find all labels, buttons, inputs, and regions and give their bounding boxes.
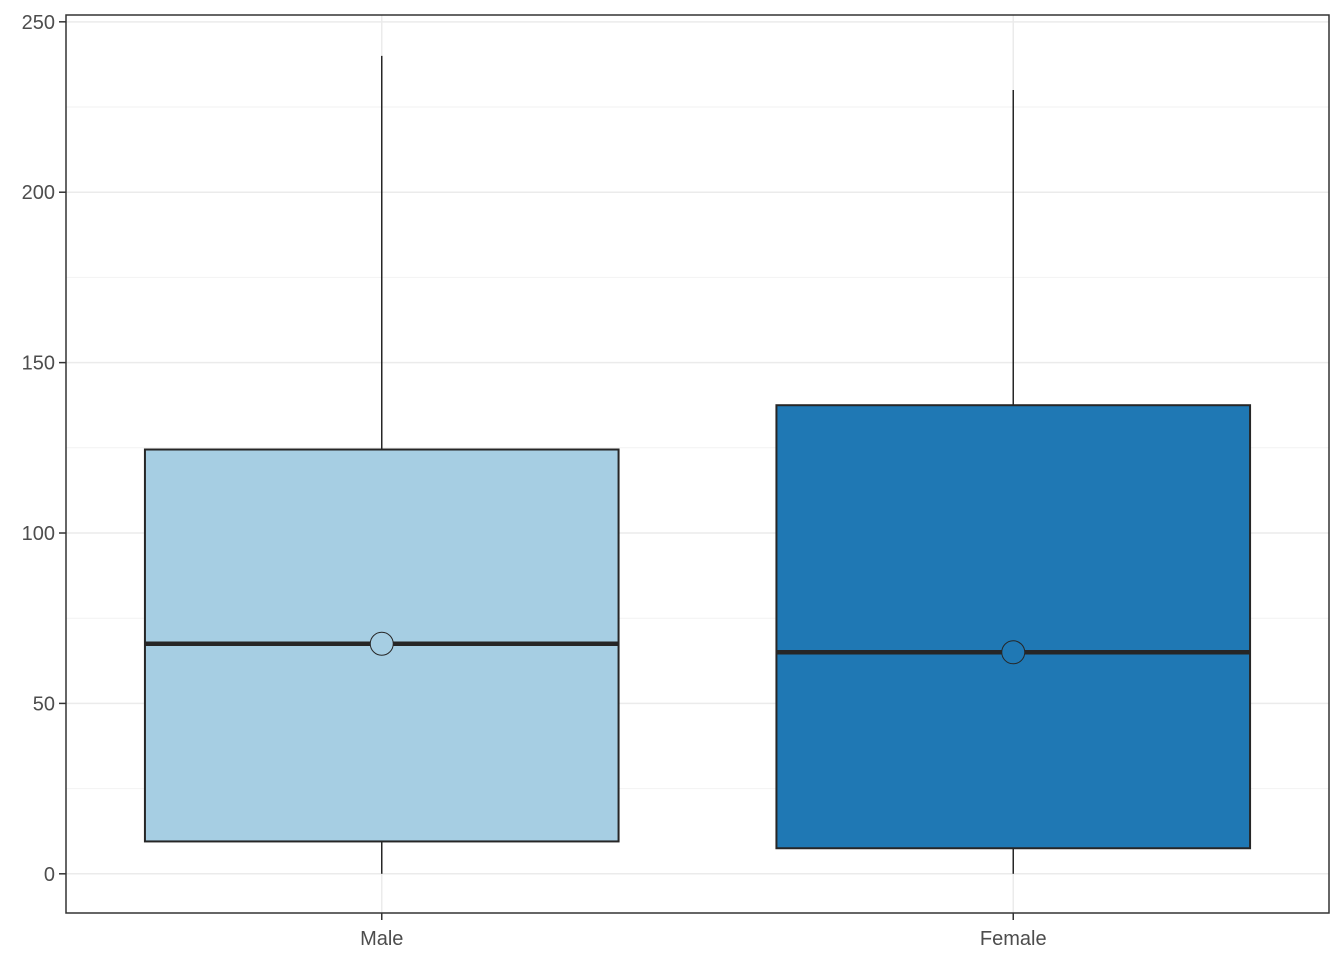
axes: 0 50 100 150 200 250 Male Female	[22, 12, 1047, 950]
box-female	[775, 89, 1252, 874]
box-body	[775, 404, 1252, 850]
mean-point	[369, 631, 394, 656]
x-tick-label: Male	[360, 928, 403, 950]
y-tick-label: 50	[33, 693, 55, 715]
x-tick-label: Female	[980, 928, 1047, 950]
y-tick-label: 200	[22, 182, 55, 204]
y-tick-label: 150	[22, 353, 55, 375]
box-male	[143, 55, 620, 874]
boxes	[143, 55, 1252, 874]
y-tick-label: 100	[22, 523, 55, 545]
y-tick-label: 250	[22, 12, 55, 34]
plot-panel-border	[65, 14, 1330, 914]
y-tick-label: 0	[44, 864, 55, 886]
mean-point	[1001, 640, 1026, 665]
